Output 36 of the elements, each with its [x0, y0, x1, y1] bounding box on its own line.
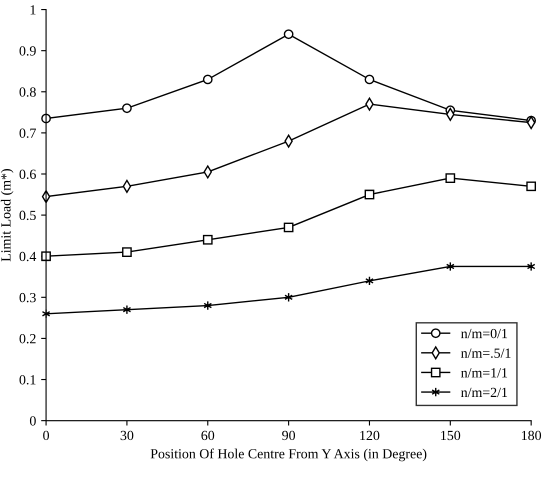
x-tick-label: 120	[360, 430, 380, 440]
point	[202, 234, 213, 245]
legend-label: n/m=.5/1	[461, 348, 511, 358]
point	[122, 247, 132, 257]
point	[284, 222, 294, 232]
point	[284, 292, 293, 302]
y-tick-label: 0.1	[20, 375, 36, 385]
point	[284, 29, 294, 40]
y-tick-label: 0.5	[20, 210, 36, 220]
x-tick-label: 0	[43, 430, 50, 440]
point	[364, 190, 374, 200]
legend-label: n/m=0/1	[461, 328, 508, 338]
point	[445, 173, 456, 183]
y-tick-label: 0.9	[20, 46, 36, 56]
x-tick-label: 60	[201, 430, 214, 440]
y-axis-title: Limit Load (m*)	[0, 169, 14, 262]
x-tick-label: 90	[282, 430, 296, 440]
x-tick-label: 180	[522, 430, 542, 440]
x-tick-label: 30	[120, 430, 134, 440]
legend-label: n/m=1/1	[461, 368, 508, 378]
point	[526, 181, 536, 192]
point	[202, 74, 213, 84]
y-tick-label: 0.7	[20, 128, 36, 138]
y-tick-label: 0.3	[20, 292, 36, 302]
x-tick-label: 150	[441, 430, 460, 440]
point	[364, 74, 374, 84]
y-tick-label: 0.6	[20, 170, 36, 180]
legend-label: n/m=2/1	[461, 388, 508, 398]
point	[41, 251, 51, 262]
point	[122, 103, 132, 114]
y-tick-label: 0.8	[20, 87, 36, 97]
y-tick-label: 0.2	[20, 334, 36, 344]
x-axis-title: Position Of Hole Centre From Y Axis (in Degree)	[150, 448, 426, 462]
y-tick-label: 1	[30, 5, 36, 14]
y-tick-label: 0	[30, 416, 36, 426]
y-tick-label: 0.4	[20, 252, 36, 262]
